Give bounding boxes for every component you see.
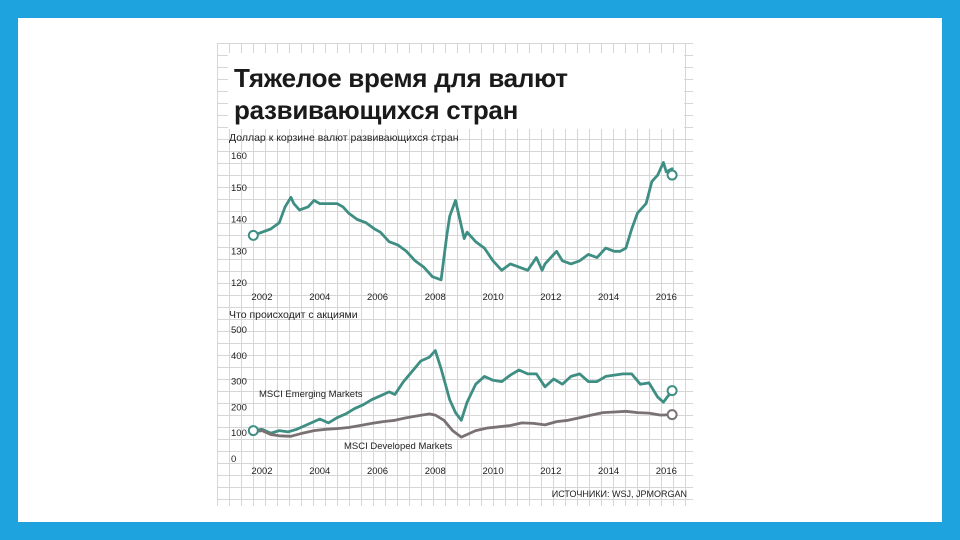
eq-y-tick-label: 0: [231, 454, 236, 465]
eq-x-tick-label: 2004: [309, 466, 330, 477]
fx-x-tick-label: 2002: [251, 292, 272, 303]
source-note: ИСТОЧНИКИ: WSJ, JPMORGAN: [552, 489, 687, 499]
fx-y-tick-label: 150: [231, 183, 247, 194]
fx-x-tick-label: 2012: [540, 292, 561, 303]
eq-y-tick-label: 200: [231, 402, 247, 413]
eq-y-tick-label: 400: [231, 351, 247, 362]
eq-y-tick-label: 500: [231, 325, 247, 336]
eq-x-tick-label: 2012: [540, 466, 561, 477]
eq-series-line-2: [251, 409, 674, 439]
infographic-panel: Тяжелое время для валют развивающихся ст…: [217, 43, 693, 506]
eq-end-marker: [666, 409, 678, 421]
eq-end-marker: [666, 385, 678, 397]
fx-series-line-1: [251, 161, 674, 282]
fx-chart-subtitle: Доллар к корзине валют развивающихся стр…: [229, 132, 459, 144]
chart-title-line-1: Тяжелое время для валют: [234, 63, 568, 93]
eq-x-tick-label: 2008: [425, 466, 446, 477]
eq-series-label-developed: MSCI Developed Markets: [344, 441, 452, 452]
fx-x-tick-label: 2006: [367, 292, 388, 303]
chart-title-line-2: развивающихся стран: [234, 95, 518, 125]
fx-x-tick-label: 2010: [482, 292, 503, 303]
eq-x-tick-label: 2016: [656, 466, 677, 477]
fx-end-marker: [247, 229, 259, 241]
eq-series-line-1: [251, 349, 674, 435]
fx-x-tick-label: 2016: [656, 292, 677, 303]
fx-x-tick-label: 2008: [425, 292, 446, 303]
eq-series-label-emerging: MSCI Emerging Markets: [259, 389, 363, 400]
eq-chart-subtitle: Что происходит с акциями: [229, 309, 358, 321]
title-box: Тяжелое время для валют развивающихся ст…: [228, 53, 684, 129]
fx-x-tick-label: 2004: [309, 292, 330, 303]
fx-x-tick-label: 2014: [598, 292, 619, 303]
eq-x-tick-label: 2002: [251, 466, 272, 477]
eq-y-tick-label: 100: [231, 428, 247, 439]
fx-end-marker: [666, 169, 678, 181]
eq-end-marker: [247, 425, 259, 437]
eq-x-tick-label: 2006: [367, 466, 388, 477]
fx-y-tick-label: 130: [231, 246, 247, 257]
charts-svg: Доллар к корзине валют развивающихся стр…: [229, 132, 687, 499]
fx-y-tick-label: 120: [231, 278, 247, 289]
eq-x-tick-label: 2014: [598, 466, 619, 477]
eq-x-tick-label: 2010: [482, 466, 503, 477]
fx-y-tick-label: 160: [231, 151, 247, 162]
eq-y-tick-label: 300: [231, 377, 247, 388]
fx-y-tick-label: 140: [231, 215, 247, 226]
